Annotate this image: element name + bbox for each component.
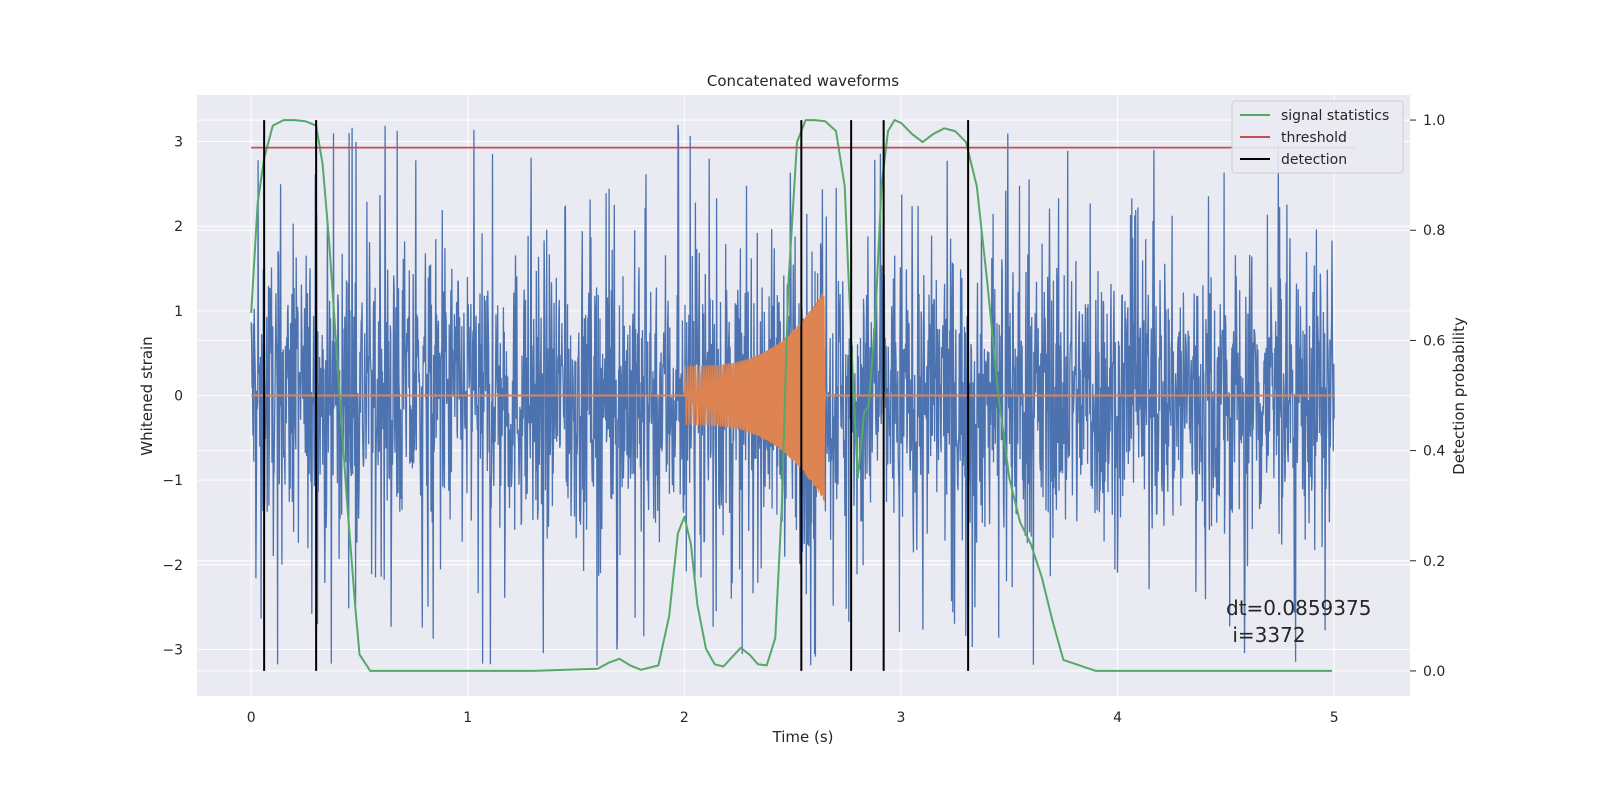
legend-label-threshold: threshold bbox=[1281, 130, 1347, 146]
plot-area bbox=[197, 95, 1410, 696]
signal-statistics-series bbox=[250, 119, 1332, 672]
annotation-dt: dt=0.0859375 bbox=[1226, 596, 1371, 620]
y2-tick-label: 0.6 bbox=[1423, 333, 1445, 349]
waveform-series bbox=[251, 292, 1335, 502]
y2-tick-label: 0.4 bbox=[1423, 444, 1445, 460]
y-tick-label: −3 bbox=[162, 642, 183, 658]
y-tick-label: −1 bbox=[162, 473, 183, 489]
y-tick-label: 3 bbox=[174, 135, 183, 151]
signal-statistics-line bbox=[250, 119, 1332, 672]
x-tick-label: 4 bbox=[1113, 710, 1122, 726]
x-tick-label: 5 bbox=[1330, 710, 1339, 726]
x-tick-label: 1 bbox=[463, 710, 472, 726]
y2-tick-label: 0.0 bbox=[1423, 664, 1445, 680]
x-tick-label: 0 bbox=[247, 710, 256, 726]
y-axis-label: Whitened strain bbox=[138, 336, 156, 455]
y-tick-label: −2 bbox=[162, 558, 183, 574]
x-axis-ticks: 0 1 2 3 4 5 bbox=[247, 710, 1339, 726]
y2-axis-label: Detection probability bbox=[1450, 317, 1468, 475]
y2-tick-label: 1.0 bbox=[1423, 113, 1445, 129]
legend: signal statistics threshold detection bbox=[1231, 100, 1404, 174]
y2-tick-label: 0.2 bbox=[1423, 554, 1445, 570]
detection-series bbox=[263, 120, 970, 671]
y2-tick-label: 0.8 bbox=[1423, 223, 1445, 239]
y-tick-label: 2 bbox=[174, 219, 183, 235]
x-tick-label: 2 bbox=[680, 710, 689, 726]
x-axis-label: Time (s) bbox=[772, 728, 834, 746]
waveform-line bbox=[683, 292, 827, 502]
legend-label-signal-statistics: signal statistics bbox=[1281, 108, 1389, 124]
y-tick-label: 0 bbox=[174, 389, 183, 405]
y-axis-ticks: −3 −2 −1 0 1 2 3 bbox=[162, 135, 183, 659]
chart-title: Concatenated waveforms bbox=[707, 72, 899, 90]
y2-axis-ticks: 0.0 0.2 0.4 0.6 0.8 1.0 bbox=[1410, 113, 1445, 680]
legend-label-detection: detection bbox=[1281, 152, 1347, 168]
x-tick-label: 3 bbox=[897, 710, 906, 726]
legend-box bbox=[1231, 100, 1404, 174]
annotation-i: i=3372 bbox=[1226, 623, 1306, 647]
y-tick-label: 1 bbox=[174, 304, 183, 320]
